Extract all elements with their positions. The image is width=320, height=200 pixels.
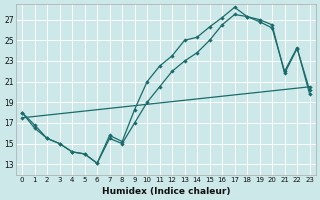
X-axis label: Humidex (Indice chaleur): Humidex (Indice chaleur)	[102, 187, 230, 196]
